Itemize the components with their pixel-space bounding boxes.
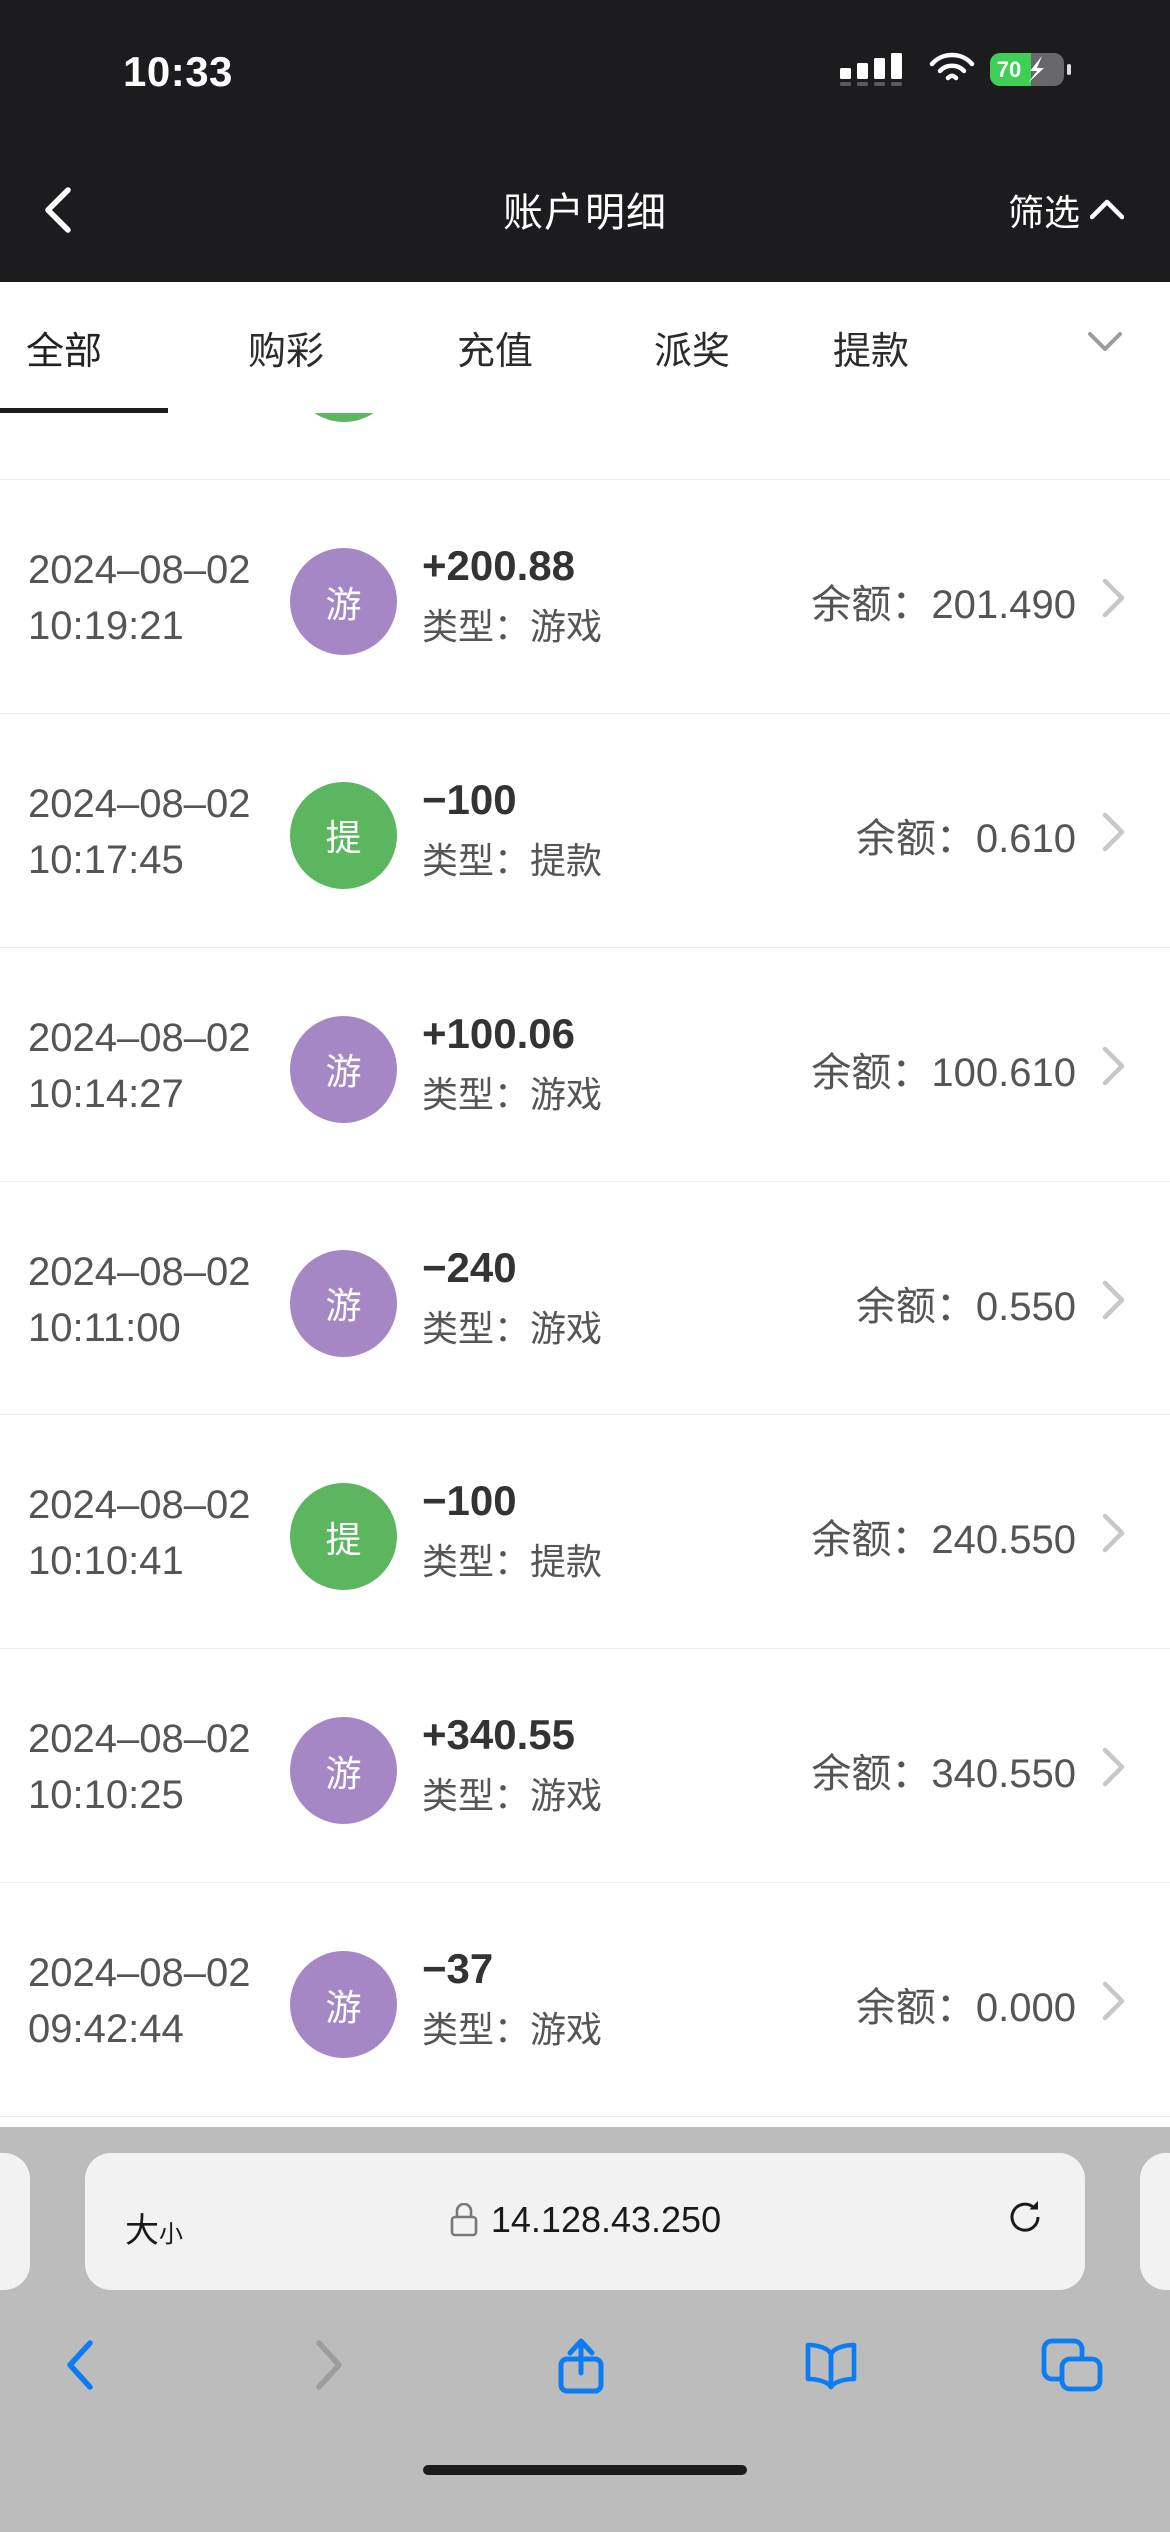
svg-text:70: 70 <box>997 57 1021 82</box>
